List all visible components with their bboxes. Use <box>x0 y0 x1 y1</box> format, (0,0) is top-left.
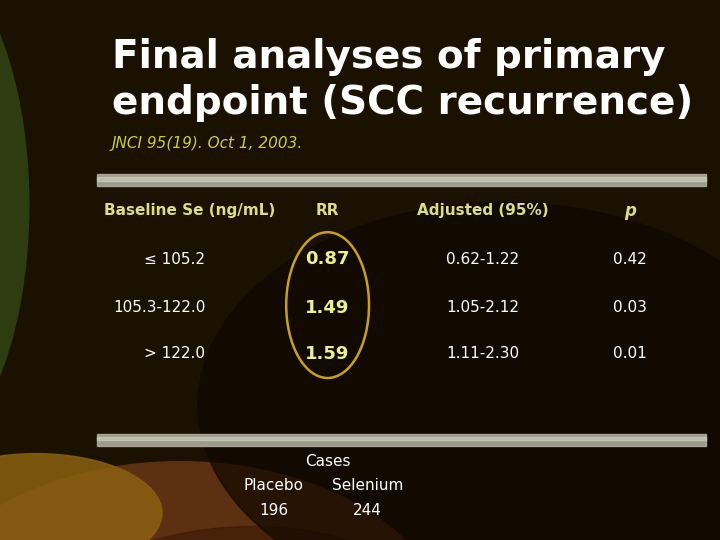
Ellipse shape <box>198 202 720 540</box>
Text: 196: 196 <box>259 503 288 518</box>
Ellipse shape <box>18 526 486 540</box>
Ellipse shape <box>0 454 162 540</box>
Text: p: p <box>624 201 636 220</box>
Text: 0.87: 0.87 <box>305 250 350 268</box>
Text: ≤ 105.2: ≤ 105.2 <box>144 252 205 267</box>
Text: 1.49: 1.49 <box>305 299 350 317</box>
Text: JNCI 95(19). Oct 1, 2003.: JNCI 95(19). Oct 1, 2003. <box>112 136 303 151</box>
Bar <box>97 434 706 445</box>
Text: RR: RR <box>316 203 339 218</box>
Text: 1.05-2.12: 1.05-2.12 <box>446 300 519 315</box>
Text: 0.01: 0.01 <box>613 346 647 361</box>
Text: Baseline Se (ng/mL): Baseline Se (ng/mL) <box>104 203 276 218</box>
Ellipse shape <box>0 462 450 540</box>
Text: 0.62-1.22: 0.62-1.22 <box>446 252 519 267</box>
Text: Final analyses of primary: Final analyses of primary <box>112 38 665 76</box>
Bar <box>97 177 706 181</box>
Text: Adjusted (95%): Adjusted (95%) <box>417 203 548 218</box>
Bar <box>97 436 706 440</box>
Text: > 122.0: > 122.0 <box>144 346 205 361</box>
Text: 0.03: 0.03 <box>613 300 647 315</box>
Text: 105.3-122.0: 105.3-122.0 <box>113 300 205 315</box>
Text: Placebo: Placebo <box>243 478 304 494</box>
Ellipse shape <box>0 0 29 462</box>
Text: endpoint (SCC recurrence): endpoint (SCC recurrence) <box>112 84 693 122</box>
Text: 244: 244 <box>353 503 382 518</box>
Bar <box>97 174 706 186</box>
Text: Cases: Cases <box>305 454 351 469</box>
Text: 0.42: 0.42 <box>613 252 647 267</box>
Text: 1.59: 1.59 <box>305 345 350 363</box>
Text: Selenium: Selenium <box>331 478 403 494</box>
Text: 1.11-2.30: 1.11-2.30 <box>446 346 519 361</box>
